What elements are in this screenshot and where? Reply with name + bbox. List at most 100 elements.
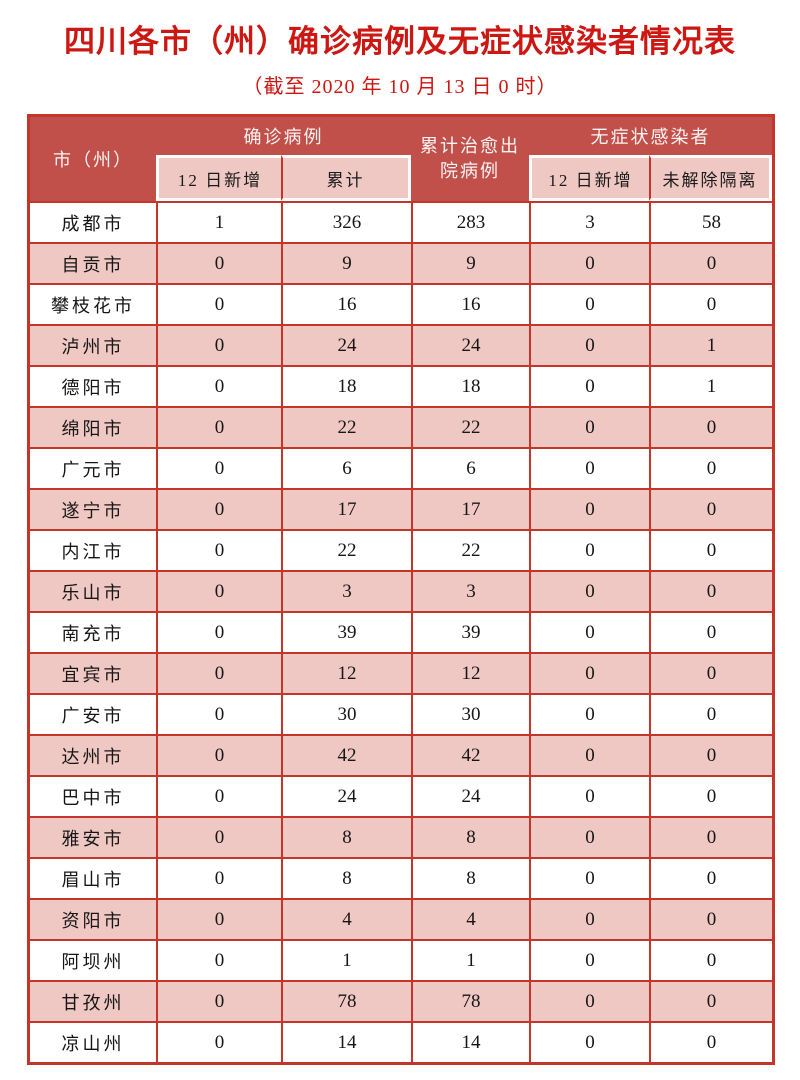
cell-value: 0 xyxy=(529,488,649,529)
cell-value: 39 xyxy=(281,611,411,652)
cell-value: 0 xyxy=(649,447,772,488)
table-body: 成都市 1 326 283 3 58 自贡市 0 9 9 0 0 攀枝花市 0 16 16 0 0 泸州市 0 24 24… xyxy=(30,201,772,1062)
cell-value: 0 xyxy=(156,406,281,447)
subheader-not-released: 未解除隔离 xyxy=(649,155,772,201)
cell-value: 0 xyxy=(156,324,281,365)
cell-value: 3 xyxy=(281,570,411,611)
cell-value: 0 xyxy=(649,816,772,857)
cell-value: 0 xyxy=(529,775,649,816)
cell-value: 0 xyxy=(529,283,649,324)
cell-value: 24 xyxy=(281,324,411,365)
cell-value: 0 xyxy=(156,283,281,324)
cell-city: 泸州市 xyxy=(30,324,156,365)
cell-value: 0 xyxy=(649,242,772,283)
cell-city: 乐山市 xyxy=(30,570,156,611)
cell-value: 24 xyxy=(411,324,529,365)
cell-city: 凉山州 xyxy=(30,1021,156,1062)
cell-value: 22 xyxy=(281,406,411,447)
cell-value: 24 xyxy=(411,775,529,816)
cell-value: 0 xyxy=(529,324,649,365)
cell-value: 8 xyxy=(281,816,411,857)
cell-value: 9 xyxy=(281,242,411,283)
cell-value: 30 xyxy=(281,693,411,734)
cell-value: 78 xyxy=(281,980,411,1021)
cell-value: 24 xyxy=(281,775,411,816)
cell-value: 0 xyxy=(649,898,772,939)
cell-value: 8 xyxy=(281,857,411,898)
cell-value: 1 xyxy=(156,201,281,242)
cell-value: 0 xyxy=(156,447,281,488)
cell-city: 阿坝州 xyxy=(30,939,156,980)
cell-city: 遂宁市 xyxy=(30,488,156,529)
header-discharged-line1: 累计治愈出 xyxy=(420,136,520,156)
cell-value: 0 xyxy=(529,652,649,693)
cell-value: 283 xyxy=(411,201,529,242)
cell-value: 0 xyxy=(649,488,772,529)
cell-value: 0 xyxy=(529,816,649,857)
page-title: 四川各市（州）确诊病例及无症状感染者情况表 xyxy=(64,24,736,59)
cell-value: 0 xyxy=(529,242,649,283)
subheader-new-confirmed: 12 日新增 xyxy=(156,155,281,201)
cell-value: 18 xyxy=(281,365,411,406)
cell-value: 12 xyxy=(281,652,411,693)
cell-value: 0 xyxy=(529,939,649,980)
cell-value: 16 xyxy=(411,283,529,324)
header-city: 市（州） xyxy=(53,150,133,170)
cell-value: 12 xyxy=(411,652,529,693)
cell-value: 8 xyxy=(411,857,529,898)
cell-value: 0 xyxy=(649,406,772,447)
header-discharged-line2: 院病例 xyxy=(440,161,500,181)
cell-value: 0 xyxy=(529,447,649,488)
covid-table: 市（州） 确诊病例 累计治愈出 院病例 无症状感染者 12 日新增 累计 12 … xyxy=(27,114,775,1065)
cell-city: 宜宾市 xyxy=(30,652,156,693)
cell-value: 39 xyxy=(411,611,529,652)
cell-value: 0 xyxy=(156,488,281,529)
cell-value: 0 xyxy=(529,898,649,939)
cell-value: 0 xyxy=(156,242,281,283)
cell-city: 广安市 xyxy=(30,693,156,734)
cell-city: 巴中市 xyxy=(30,775,156,816)
cell-value: 0 xyxy=(156,693,281,734)
cell-value: 0 xyxy=(649,529,772,570)
cell-value: 17 xyxy=(281,488,411,529)
cell-value: 0 xyxy=(649,283,772,324)
cell-value: 0 xyxy=(649,980,772,1021)
cell-value: 0 xyxy=(649,857,772,898)
page-subtitle: （截至 2020 年 10 月 13 日 0 时） xyxy=(242,76,558,98)
cell-value: 0 xyxy=(649,775,772,816)
cell-value: 17 xyxy=(411,488,529,529)
cell-value: 18 xyxy=(411,365,529,406)
cell-city: 成都市 xyxy=(30,201,156,242)
cell-value: 0 xyxy=(649,611,772,652)
cell-city: 内江市 xyxy=(30,529,156,570)
cell-city: 资阳市 xyxy=(30,898,156,939)
cell-value: 30 xyxy=(411,693,529,734)
cell-value: 0 xyxy=(156,775,281,816)
cell-value: 0 xyxy=(529,734,649,775)
cell-value: 8 xyxy=(411,816,529,857)
cell-value: 326 xyxy=(281,201,411,242)
cell-value: 0 xyxy=(156,898,281,939)
cell-value: 4 xyxy=(411,898,529,939)
cell-city: 广元市 xyxy=(30,447,156,488)
cell-value: 1 xyxy=(649,324,772,365)
cell-value: 78 xyxy=(411,980,529,1021)
cell-value: 0 xyxy=(649,652,772,693)
cell-value: 0 xyxy=(649,693,772,734)
cell-value: 0 xyxy=(649,570,772,611)
cell-value: 22 xyxy=(281,529,411,570)
cell-value: 0 xyxy=(529,1021,649,1062)
cell-value: 0 xyxy=(156,365,281,406)
cell-value: 3 xyxy=(411,570,529,611)
table-header: 市（州） 确诊病例 累计治愈出 院病例 无症状感染者 12 日新增 累计 12 … xyxy=(30,117,772,201)
cell-value: 0 xyxy=(156,652,281,693)
cell-value: 6 xyxy=(411,447,529,488)
cell-value: 0 xyxy=(156,980,281,1021)
cell-value: 6 xyxy=(281,447,411,488)
cell-value: 0 xyxy=(529,570,649,611)
cell-city: 达州市 xyxy=(30,734,156,775)
header-discharged: 累计治愈出 院病例 xyxy=(411,117,529,201)
cell-value: 0 xyxy=(156,816,281,857)
cell-value: 0 xyxy=(156,611,281,652)
cell-value: 1 xyxy=(281,939,411,980)
